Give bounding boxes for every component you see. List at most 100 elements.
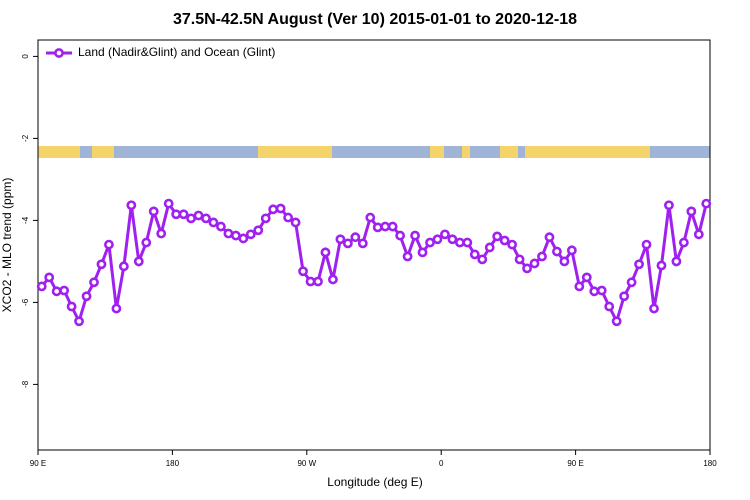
data-point: [514, 254, 525, 265]
data-point: [671, 256, 682, 267]
data-point: [96, 259, 107, 270]
data-point: [141, 237, 152, 248]
x-axis-label: Longitude (deg E): [327, 475, 422, 489]
x-tick-label: 90 E: [30, 459, 46, 468]
data-point: [357, 238, 368, 249]
data-point: [507, 239, 518, 250]
x-tick-label: 180: [166, 459, 180, 468]
data-point: [589, 286, 600, 297]
x-tick-label: 180: [703, 459, 717, 468]
data-point: [148, 206, 159, 217]
data-point: [664, 200, 674, 211]
data-point: [529, 258, 540, 269]
data-point: [133, 256, 144, 267]
data-point: [245, 229, 256, 240]
data-point: [574, 281, 585, 292]
data-point: [171, 209, 182, 220]
data-point: [678, 237, 689, 248]
y-tick-label: -6: [21, 298, 30, 306]
y-axis-label: XCO2 - MLO trend (ppm): [0, 178, 14, 313]
data-point: [320, 247, 331, 258]
data-point: [626, 277, 637, 288]
data-point: [268, 204, 279, 215]
data-point: [596, 285, 607, 296]
data-point: [686, 206, 697, 217]
data-point: [298, 266, 308, 277]
legend-entry: Land (Nadir&Glint) and Ocean (Glint): [46, 45, 275, 59]
map-strip: [38, 146, 710, 158]
data-point: [290, 217, 301, 228]
x-tick-label: 90 E: [567, 459, 583, 468]
data-point: [66, 301, 77, 312]
data-point: [454, 237, 465, 248]
data-point: [440, 229, 450, 240]
data-point: [36, 281, 47, 292]
data-point: [372, 222, 383, 233]
data-point: [342, 238, 353, 249]
data-point: [253, 225, 264, 236]
data-point: [156, 228, 167, 239]
data-point: [417, 247, 428, 258]
data-point: [477, 254, 488, 265]
data-point: [581, 272, 592, 283]
data-point: [522, 263, 532, 274]
data-point: [566, 245, 577, 256]
data-point: [230, 230, 241, 241]
data-point: [51, 286, 62, 297]
data-point: [701, 198, 712, 209]
data-point: [223, 228, 234, 239]
data-point: [641, 239, 652, 250]
data-point: [410, 230, 420, 241]
data-point: [492, 231, 503, 242]
data-point: [380, 221, 391, 232]
data-point: [193, 210, 204, 221]
data-point: [559, 256, 570, 267]
data-point: [216, 221, 226, 232]
data-point: [462, 237, 473, 248]
data-point: [238, 233, 249, 244]
data-point: [402, 251, 413, 262]
data-point: [552, 246, 562, 257]
data-point: [693, 229, 704, 240]
data-point: [544, 232, 555, 243]
data-point: [201, 213, 211, 224]
legend-marker: [54, 48, 64, 58]
data-point: [350, 232, 361, 243]
data-point: [469, 249, 480, 260]
data-point: [260, 213, 271, 224]
data-point: [537, 251, 547, 262]
data-point: [604, 301, 615, 312]
data-point: [208, 217, 219, 228]
data-point: [634, 259, 644, 270]
data-point: [126, 200, 137, 211]
data-point: [432, 234, 443, 245]
y-tick-label: 0: [21, 54, 30, 59]
plot-frame: [37, 39, 711, 451]
data-point: [89, 277, 99, 288]
data-point: [81, 291, 92, 302]
data-point: [328, 274, 338, 285]
data-point: [283, 212, 294, 223]
data-point: [447, 234, 458, 245]
data-point: [335, 234, 346, 245]
data-point: [59, 285, 70, 296]
chart-title: 37.5N-42.5N August (Ver 10) 2015-01-01 t…: [173, 11, 577, 28]
data-point: [313, 276, 323, 287]
data-point: [425, 237, 435, 248]
legend-label: Land (Nadir&Glint) and Ocean (Glint): [78, 45, 275, 59]
x-tick-label: 90 W: [297, 459, 316, 468]
data-point: [649, 303, 659, 314]
data-point: [163, 198, 174, 209]
y-tick-label: -2: [21, 134, 30, 142]
data-point: [104, 239, 114, 250]
data-point: [74, 316, 84, 327]
data-point: [611, 316, 622, 327]
data-point: [44, 272, 55, 283]
data-point: [305, 276, 316, 287]
data-point: [178, 209, 189, 220]
data-point: [186, 213, 196, 224]
data-point: [365, 212, 376, 223]
x-tick-label: 0: [439, 459, 444, 468]
data-point: [275, 203, 286, 214]
